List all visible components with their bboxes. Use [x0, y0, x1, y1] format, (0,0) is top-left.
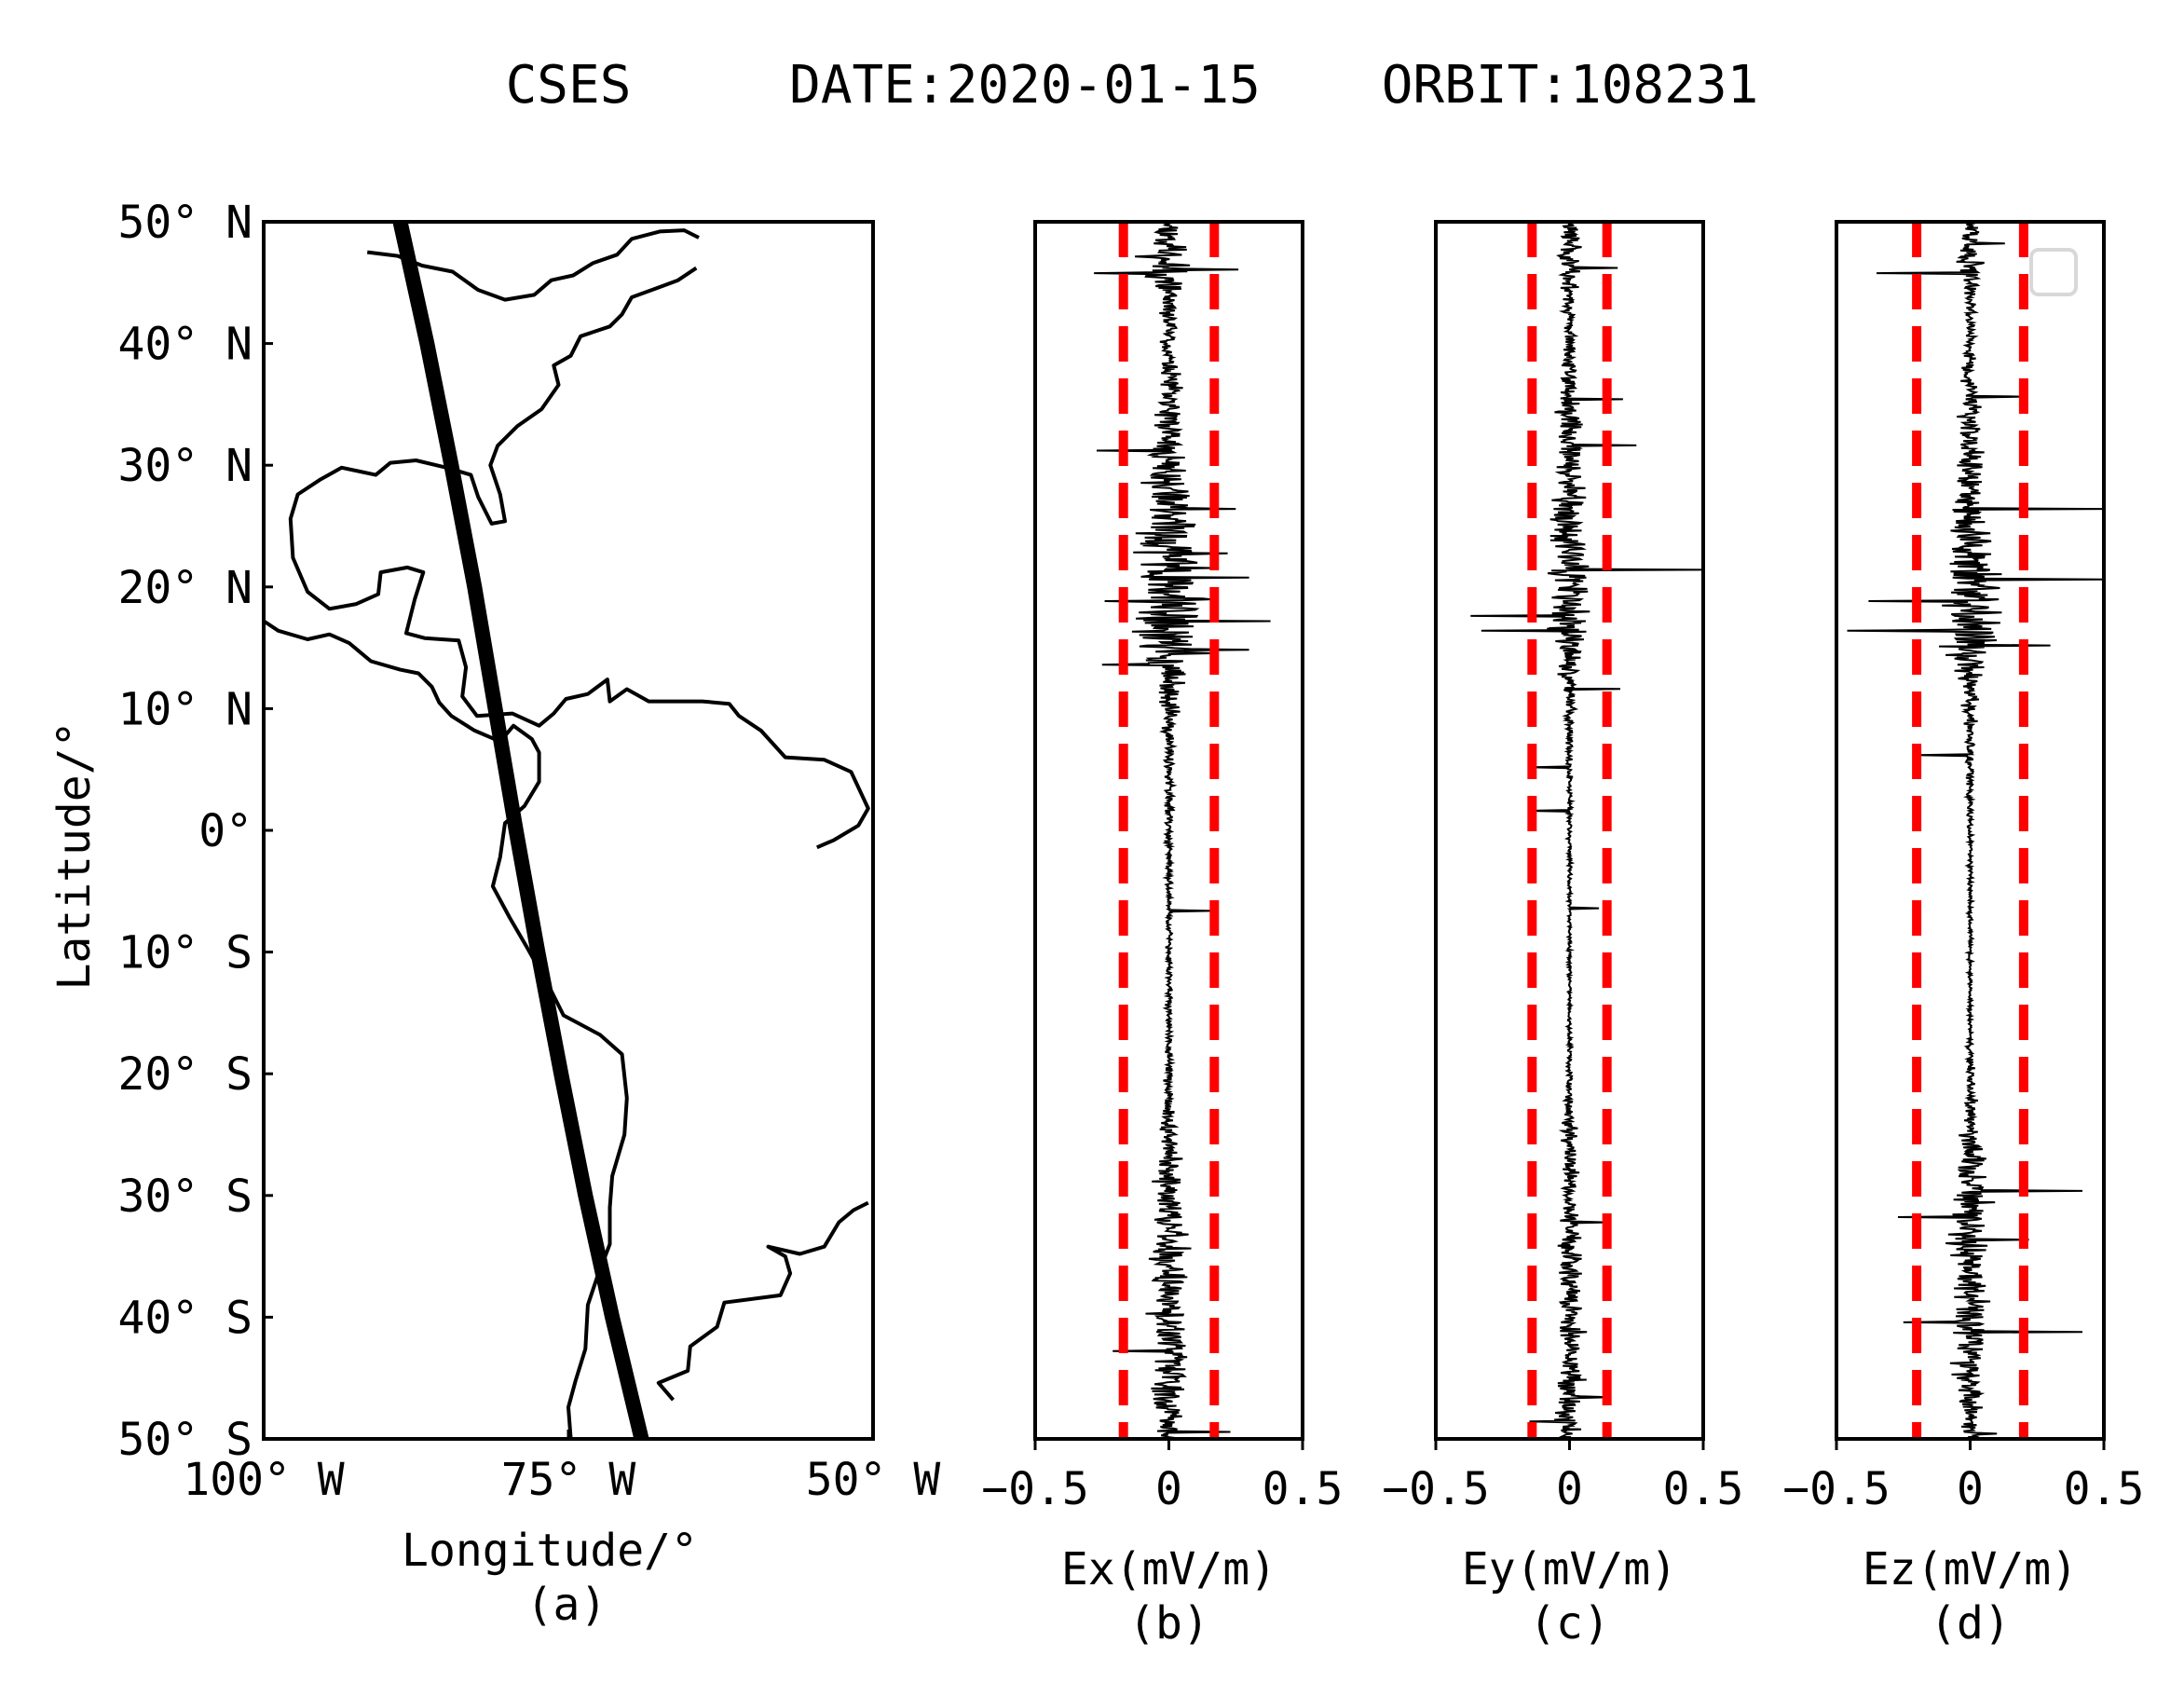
legend-box [2029, 248, 2078, 296]
x-tick-label: −0.5 [1382, 1463, 1490, 1515]
lat-tick-label: 10° N [118, 683, 253, 735]
x-tick-label: 0.5 [2064, 1463, 2145, 1515]
x-tick-label: 0 [1155, 1463, 1182, 1515]
x-tick-label: 0 [1957, 1463, 1984, 1515]
caption: (b) [1128, 1597, 1209, 1650]
latitude-axis: 50° N 40° N 30° N 20° N 10° N 0° 10° S 20° S 30°… [118, 197, 273, 1466]
lat-tick-label: 10° S [118, 927, 253, 979]
longitude-axis: 100° W 75° W 50° W [183, 1430, 940, 1506]
caption: (c) [1529, 1597, 1610, 1650]
x-tick-label: 0.5 [1263, 1463, 1344, 1515]
caption: (d) [1930, 1597, 2011, 1650]
lat-tick-label: 20° N [118, 562, 253, 614]
lat-tick-label: 30° S [118, 1171, 253, 1223]
coastline-2 [264, 619, 629, 1439]
x-tick-label: 0.5 [1663, 1463, 1744, 1515]
field-trace [1094, 222, 1271, 1439]
lat-tick-label: 40° S [118, 1292, 253, 1344]
x-tick-label: 0 [1556, 1463, 1583, 1515]
orbit-track [392, 222, 649, 1439]
coastlines [264, 228, 870, 1439]
xlabel-longitude: Longitude/° [402, 1525, 698, 1577]
lat-tick-label: 50° N [118, 197, 253, 249]
title-date: DATE:2020-01-15 [789, 55, 1261, 116]
lat-tick-label: 0° [198, 805, 253, 857]
field-trace [1847, 222, 2104, 1439]
lon-tick-label: 50° W [806, 1454, 941, 1506]
lat-tick-label: 20° S [118, 1048, 253, 1101]
xlabel: Ey(mV/m) [1462, 1543, 1677, 1595]
lon-tick-label: 100° W [183, 1454, 344, 1506]
coastline-3 [656, 1200, 869, 1402]
x-tick-label: −0.5 [981, 1463, 1089, 1515]
caption-a: (a) [526, 1579, 607, 1631]
xlabel: Ex(mV/m) [1061, 1543, 1276, 1595]
lat-tick-label: 50° S [118, 1414, 253, 1466]
lat-tick-label: 40° N [118, 319, 253, 371]
field-trace [1470, 222, 1703, 1439]
panel-a-map: 50° N 40° N 30° N 20° N 10° N 0° 10° S 20° S 30°… [48, 197, 940, 1631]
lat-tick-label: 30° N [118, 440, 253, 492]
title-orbit: ORBIT:108231 [1382, 55, 1759, 116]
x-tick-label: −0.5 [1782, 1463, 1891, 1515]
coastline-0 [366, 228, 700, 302]
ylabel-latitude: Latitude/° [48, 721, 101, 991]
orbit-track-line [392, 222, 649, 1439]
xlabel: Ez(mV/m) [1863, 1543, 2078, 1595]
panel-d-ez: −0.5 0 0.5 Ez(mV/m)(d) [1782, 220, 2145, 1650]
panel-c-ey: −0.5 0 0.5 Ey(mV/m)(c) [1382, 220, 1744, 1650]
title-satellite: CSES [506, 55, 632, 116]
coastline-1 [288, 266, 870, 850]
lon-tick-label: 75° W [501, 1454, 636, 1506]
panel-b-ex: −0.5 0 0.5 Ex(mV/m)(b) [981, 220, 1344, 1650]
